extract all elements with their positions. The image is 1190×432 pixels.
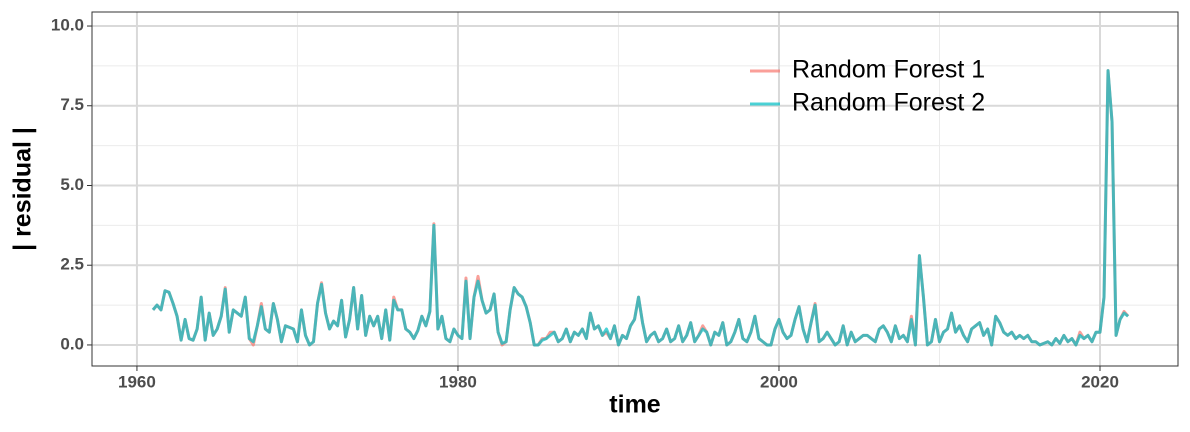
y-tick-label: 5.0 <box>60 175 84 194</box>
x-axis-title: time <box>609 391 661 419</box>
x-tick-label: 2020 <box>1081 372 1119 391</box>
y-tick-label: 0.0 <box>60 334 84 353</box>
y-axis-title: | residual | <box>9 127 37 251</box>
x-tick-label: 1960 <box>118 372 156 391</box>
legend-label: Random Forest 2 <box>792 89 985 117</box>
legend-label: Random Forest 1 <box>792 56 985 84</box>
plot-border <box>91 11 1179 367</box>
y-tick-label: 2.5 <box>60 255 84 274</box>
y-tick-label: 10.0 <box>51 16 84 35</box>
x-tick-label: 2000 <box>760 372 798 391</box>
series-line <box>151 69 1130 347</box>
y-tick-label: 7.5 <box>60 95 84 114</box>
x-tick-label: 1980 <box>439 372 477 391</box>
